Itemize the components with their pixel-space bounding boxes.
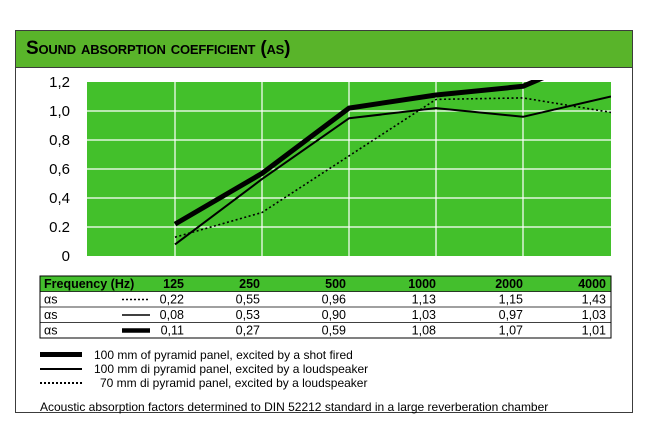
table-freq-label: 125 <box>163 277 184 291</box>
table-cell-value: 1,13 <box>412 293 436 307</box>
series-line-thick <box>173 80 545 227</box>
table-header-bg <box>40 276 611 292</box>
y-tick-label: 0 <box>62 248 70 265</box>
y-tick-label: 1,0 <box>49 103 70 120</box>
table-cell-value: 1,08 <box>412 324 436 338</box>
table-cell-value: 1,01 <box>582 324 606 338</box>
y-tick-label: 0,6 <box>49 161 70 178</box>
y-tick-label: 0,8 <box>49 132 70 149</box>
chart-title: Sound absorption coefficient (αs) <box>26 38 291 59</box>
table-freq-label: 250 <box>239 277 260 291</box>
table-header-label: Frequency (Hz) <box>44 277 134 291</box>
table-freq-label: 4000 <box>578 277 606 291</box>
table-cell-value: 1,07 <box>499 324 523 338</box>
table-cell-value: 0,96 <box>322 293 346 307</box>
table-cell-value: 1,03 <box>582 308 606 322</box>
legend-label: 100 mm di pyramid panel, excited by a lo… <box>94 362 369 376</box>
table-freq-label: 1000 <box>408 277 436 291</box>
legend-swatch-thick <box>40 352 82 357</box>
table-freq-label: 2000 <box>495 277 523 291</box>
y-tick-label: 0.2 <box>49 219 70 236</box>
table-cell-value: 0,22 <box>160 293 184 307</box>
table-cell-value: 0,11 <box>161 324 184 338</box>
table-cell-value: 0,08 <box>160 308 184 322</box>
table-freq-label: 500 <box>325 277 346 291</box>
legend-label: 100 mm of pyramid panel, excited by a sh… <box>94 348 353 362</box>
table-cell-value: 1,43 <box>582 293 606 307</box>
footnote: Acoustic absorption factors determined t… <box>40 400 549 414</box>
plot-layer: 1,2 1,0 0,8 0,6 0,4 0.2 0 <box>49 74 611 265</box>
value-table: Frequency (Hz) 125 250 500 1000 2000 4000 αs 0,2… <box>39 275 612 339</box>
table-cell-value: 0,97 <box>499 308 523 322</box>
table-cell-value: 0,90 <box>322 308 346 322</box>
table-cell-value: 0,59 <box>322 324 346 338</box>
table-cell-value: 1,03 <box>412 308 436 322</box>
legend-swatch-thin <box>40 368 82 370</box>
series-line-thin <box>174 95 611 246</box>
table-row-label: αs <box>44 324 57 338</box>
legend-label: 70 mm di pyramid panel, excited by a lou… <box>100 376 368 390</box>
table-cell-value: 1,15 <box>499 293 523 307</box>
table-row-label: αs <box>44 308 57 322</box>
table-cell-value: 0,27 <box>236 324 260 338</box>
chart-header: Sound absorption coefficient (αs) <box>15 30 633 68</box>
table-row-label: αs <box>44 293 57 307</box>
y-tick-label: 0,4 <box>49 190 70 207</box>
y-tick-label: 1,2 <box>49 74 70 91</box>
table-cell-value: 0,55 <box>236 293 260 307</box>
table-cell-value: 0,53 <box>236 308 260 322</box>
legend-swatch-dotted <box>40 382 82 384</box>
